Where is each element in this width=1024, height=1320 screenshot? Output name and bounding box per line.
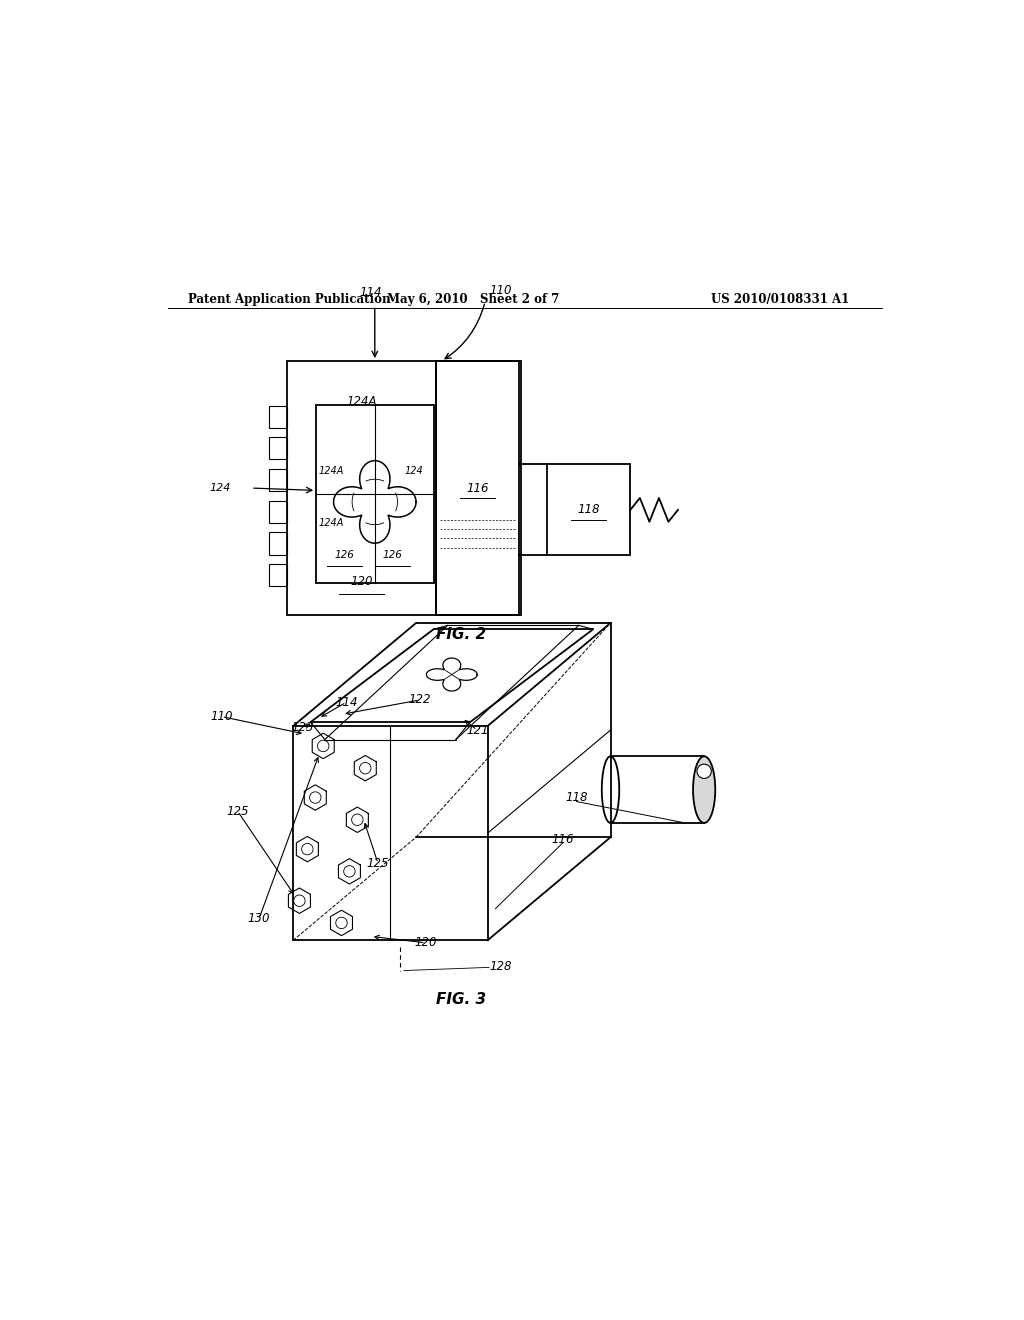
Bar (269, 469, 287, 491)
Text: 114: 114 (359, 286, 382, 300)
Text: 125: 125 (226, 804, 249, 817)
Text: 123: 123 (292, 721, 313, 734)
Text: 110: 110 (489, 284, 512, 297)
Text: 120: 120 (350, 574, 373, 587)
Text: 125: 125 (367, 857, 389, 870)
Bar (269, 532, 287, 554)
Text: Patent Application Publication: Patent Application Publication (187, 293, 390, 306)
Bar (436, 362, 519, 615)
Bar (269, 500, 287, 523)
Bar (547, 465, 631, 556)
Text: 118: 118 (578, 503, 600, 516)
Text: US 2010/0108331 A1: US 2010/0108331 A1 (712, 293, 850, 306)
Bar (287, 362, 521, 615)
Text: FIG. 2: FIG. 2 (436, 627, 486, 642)
Text: 116: 116 (466, 482, 488, 495)
Text: 122: 122 (409, 693, 431, 706)
Text: 128: 128 (489, 960, 512, 973)
Text: 120: 120 (415, 936, 437, 949)
Circle shape (697, 764, 712, 779)
Text: 116: 116 (552, 833, 574, 846)
Text: 126: 126 (335, 550, 354, 560)
Text: 114: 114 (335, 696, 357, 709)
Text: 130: 130 (248, 912, 270, 925)
Text: 124: 124 (404, 466, 424, 477)
Text: 124: 124 (210, 483, 231, 494)
Text: 121: 121 (466, 723, 488, 737)
Text: 124A: 124A (346, 395, 377, 408)
Ellipse shape (693, 756, 715, 822)
Text: 124A: 124A (318, 466, 344, 477)
Bar (316, 405, 433, 583)
Text: 126: 126 (382, 550, 402, 560)
Text: 110: 110 (210, 710, 232, 723)
Bar (269, 437, 287, 459)
Text: FIG. 3: FIG. 3 (436, 991, 486, 1007)
Bar (269, 405, 287, 428)
Text: 124A: 124A (318, 517, 344, 528)
Text: May 6, 2010   Sheet 2 of 7: May 6, 2010 Sheet 2 of 7 (387, 293, 559, 306)
Bar (269, 564, 287, 586)
Text: 118: 118 (565, 791, 588, 804)
